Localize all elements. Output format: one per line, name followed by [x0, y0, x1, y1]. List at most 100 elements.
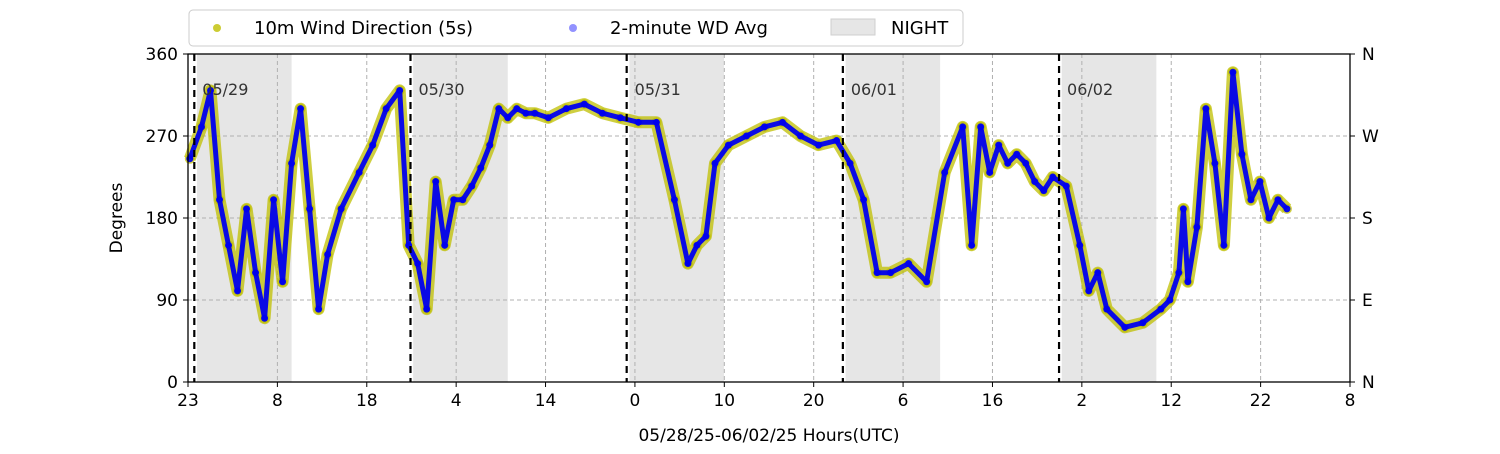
- day-label: 05/29: [202, 80, 248, 99]
- data-point: [873, 269, 881, 277]
- x-tick-label: 20: [803, 391, 825, 411]
- x-tick-label: 2: [1076, 391, 1087, 411]
- data-point: [288, 159, 296, 167]
- x-tick-label: 23: [177, 391, 199, 411]
- data-point: [234, 287, 242, 295]
- data-point: [580, 100, 588, 108]
- axes: 23 8 18 4 14 0 10 20 6 16 2 12 22 8 0 N 90 E 180 S 270 W 360 N: [146, 45, 1379, 411]
- data-point: [243, 205, 251, 213]
- y-tick-label: 180: [146, 209, 178, 229]
- data-point: [198, 123, 206, 131]
- data-point: [216, 196, 224, 204]
- data-point: [968, 241, 976, 249]
- data-point: [1004, 159, 1012, 167]
- data-point: [598, 109, 606, 117]
- x-tick-label: 18: [356, 391, 378, 411]
- data-point: [634, 118, 642, 126]
- day-label: 05/31: [635, 80, 681, 99]
- data-point: [382, 105, 390, 113]
- data-point: [959, 123, 967, 131]
- x-tick-label: 16: [982, 391, 1004, 411]
- data-point: [495, 105, 503, 113]
- data-point: [905, 260, 913, 268]
- data-point: [1283, 205, 1291, 213]
- data-point: [1013, 150, 1021, 158]
- x-axis-title: 05/28/25-06/02/25 Hours(UTC): [638, 426, 899, 446]
- legend-label: 10m Wind Direction (5s): [254, 18, 473, 39]
- data-point: [1031, 178, 1039, 186]
- day-label: 05/30: [418, 80, 464, 99]
- legend-marker: [569, 24, 577, 32]
- data-point: [432, 178, 440, 186]
- data-point: [544, 114, 552, 122]
- y-tick-label: 90: [156, 291, 178, 311]
- x-tick-label: 0: [630, 391, 641, 411]
- x-tick-label: 6: [898, 391, 909, 411]
- data-point: [923, 278, 931, 286]
- data-point: [270, 196, 278, 204]
- data-point: [941, 168, 949, 176]
- x-tick-label: 8: [272, 391, 283, 411]
- data-point: [1139, 319, 1147, 327]
- data-point: [1157, 305, 1165, 313]
- y-tick-label: 270: [146, 127, 178, 147]
- data-point: [995, 141, 1003, 149]
- legend: 10m Wind Direction (5s) 2-minute WD Avg NI…: [188, 9, 964, 47]
- data-point: [315, 305, 323, 313]
- data-point: [833, 137, 841, 145]
- legend-swatch-night: [830, 18, 876, 36]
- x-tick-label: 22: [1250, 391, 1272, 411]
- data-point: [1179, 205, 1187, 213]
- data-point: [1211, 159, 1219, 167]
- data-point: [702, 232, 710, 240]
- data-point: [522, 109, 530, 117]
- data-point: [1062, 182, 1070, 190]
- data-point: [1184, 278, 1192, 286]
- data-point: [562, 105, 570, 113]
- data-point: [742, 132, 750, 140]
- y-tick-label: 360: [146, 45, 178, 65]
- data-point: [1265, 214, 1273, 222]
- data-point: [441, 241, 449, 249]
- x-tick-label: 12: [1160, 391, 1182, 411]
- data-point: [1121, 323, 1129, 331]
- y2-tick-label: E: [1362, 291, 1373, 311]
- data-point: [1049, 173, 1057, 181]
- data-point: [860, 196, 868, 204]
- data-point: [887, 269, 895, 277]
- x-tick-label: 10: [713, 391, 735, 411]
- data-point: [1220, 241, 1228, 249]
- day-label: 06/01: [851, 80, 897, 99]
- x-tick-label: 14: [535, 391, 557, 411]
- day-boundaries: 05/29 05/30 05/31 06/01 06/02: [193, 54, 1113, 382]
- data-point: [986, 168, 994, 176]
- data-point: [1229, 68, 1237, 76]
- y2-tick-label: W: [1362, 127, 1379, 147]
- data-point: [468, 182, 476, 190]
- y2-tick-label: N: [1362, 45, 1375, 65]
- data-point: [1085, 287, 1093, 295]
- data-point: [1076, 241, 1084, 249]
- data-point: [207, 86, 215, 94]
- data-point: [252, 269, 260, 277]
- data-point: [486, 141, 494, 149]
- legend-label: NIGHT: [891, 18, 949, 39]
- data-point: [616, 114, 624, 122]
- data-point: [1094, 269, 1102, 277]
- data-point: [423, 305, 431, 313]
- data-point: [306, 205, 314, 213]
- data-point: [797, 132, 805, 140]
- y2-tick-label: S: [1362, 209, 1373, 229]
- data-point: [1166, 296, 1174, 304]
- legend-label: 2-minute WD Avg: [610, 18, 768, 39]
- data-point: [670, 196, 678, 204]
- data-point: [1238, 150, 1246, 158]
- data-point: [760, 123, 768, 131]
- data-point: [684, 260, 692, 268]
- x-tick-label: 4: [451, 391, 462, 411]
- data-point: [815, 141, 823, 149]
- data-point: [1202, 105, 1210, 113]
- data-point: [711, 159, 719, 167]
